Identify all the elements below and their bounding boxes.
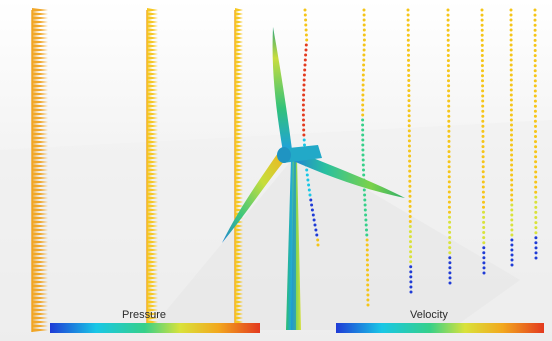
turbine-hub <box>277 147 291 163</box>
wake-profile <box>446 8 452 285</box>
wake-profile <box>406 8 413 294</box>
velocity-colorbar-label: Velocity <box>410 309 448 321</box>
blade-left <box>222 150 285 243</box>
upstream-profile <box>31 8 48 332</box>
wind-turbine <box>222 27 405 330</box>
wake-shadow <box>150 150 520 330</box>
wake-profile <box>509 8 514 267</box>
tower-highlight <box>291 160 296 330</box>
wake-profile <box>533 8 538 260</box>
wake-profile <box>480 8 486 275</box>
velocity-colorbar <box>336 323 544 333</box>
velocity-profiles <box>31 8 538 332</box>
pressure-colorbar <box>50 323 260 333</box>
blade-right <box>291 150 405 198</box>
pressure-colorbar-label: Pressure <box>122 309 167 321</box>
blade-up <box>272 27 292 152</box>
upstream-profile <box>146 8 158 332</box>
wake-profile <box>361 8 370 307</box>
